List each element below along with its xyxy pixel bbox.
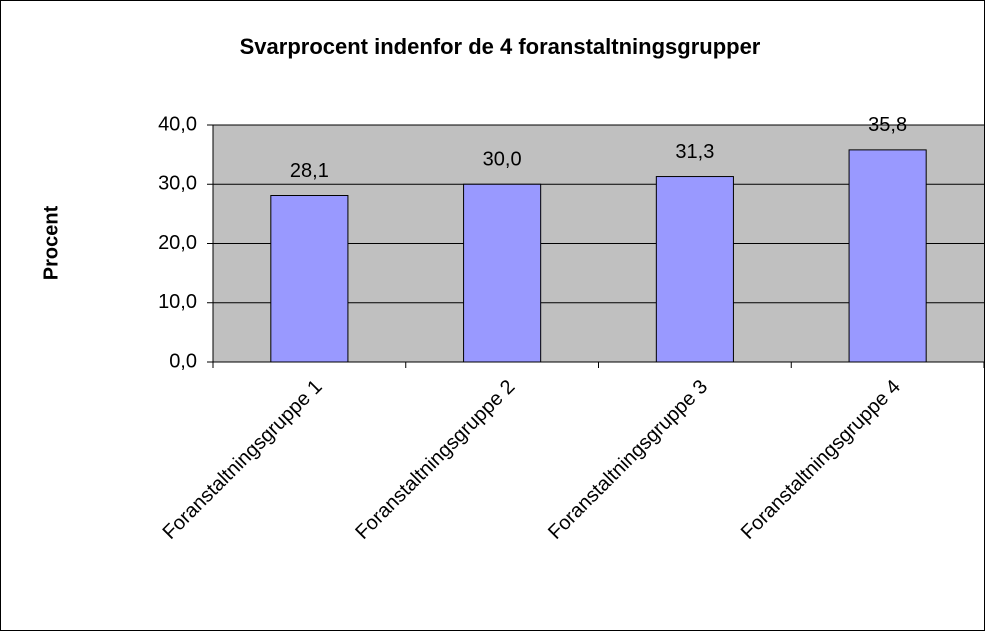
data-label: 28,1 [290, 160, 329, 182]
y-tick-label: 20,0 [158, 232, 197, 254]
y-tick-label: 10,0 [158, 291, 197, 313]
bar [848, 149, 927, 363]
y-axis-label: Procent [40, 205, 62, 280]
y-tick-label: 0,0 [169, 350, 197, 372]
y-tick-label: 30,0 [158, 173, 197, 195]
bar [463, 183, 542, 363]
y-tick-label: 40,0 [158, 113, 197, 135]
chart-title: Svarprocent indenfor de 4 foranstaltning… [240, 34, 761, 59]
data-label: 31,3 [675, 141, 714, 163]
data-label: 35,8 [868, 114, 907, 136]
bar [270, 195, 349, 363]
data-label: 30,0 [483, 149, 522, 171]
bar [655, 176, 734, 363]
